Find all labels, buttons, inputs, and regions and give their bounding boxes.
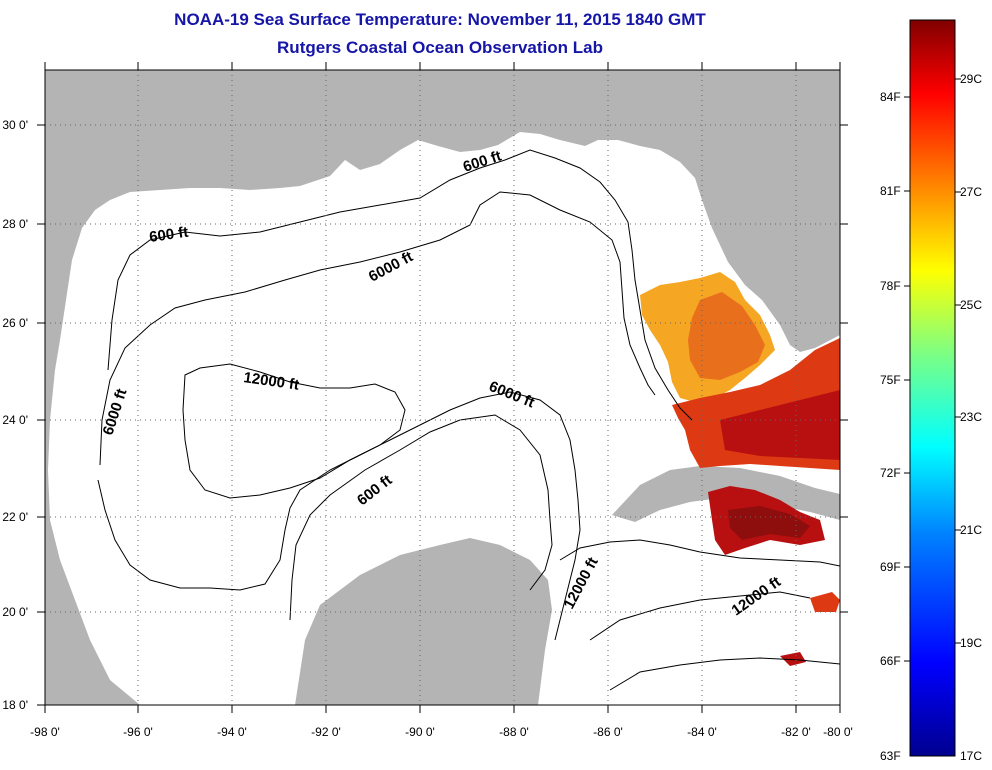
- lat-label: 30 0': [2, 118, 28, 132]
- lon-label: -82 0': [781, 725, 811, 739]
- colorbar-label-c: 25C: [960, 298, 982, 312]
- lon-ticks: [44, 62, 841, 713]
- land-yucatan: [295, 538, 552, 705]
- contour-label-600ft-west: 600 ft: [148, 224, 189, 246]
- colorbar-label-c: 21C: [960, 523, 982, 537]
- colorbar-label-f: 84F: [880, 90, 901, 104]
- map-border: [44, 69, 841, 706]
- lon-label: -80 0': [823, 725, 853, 739]
- lon-label: -86 0': [593, 725, 623, 739]
- contour-caribbean-3: [609, 657, 840, 691]
- contour-12000ft: [182, 363, 406, 499]
- land-central-america: [45, 690, 120, 705]
- contour-600ft-north: [107, 149, 693, 421]
- sst-patch-caribbean-a: [728, 506, 810, 540]
- colorbar-label-f: 75F: [880, 373, 901, 387]
- lat-ticks: [37, 124, 848, 706]
- lon-label: -92 0': [311, 725, 341, 739]
- colorbar-label-f: 78F: [880, 279, 901, 293]
- contour-12000ft-caribbean-2: [589, 591, 811, 641]
- colorbar: [909, 19, 956, 757]
- sst-patch-caribbean-b: [810, 592, 840, 612]
- map-subtitle: Rutgers Coastal Ocean Observation Lab: [277, 38, 603, 57]
- lat-label: 28 0': [2, 217, 28, 231]
- lat-label: 20 0': [2, 605, 28, 619]
- lon-label: -88 0': [499, 725, 529, 739]
- land-us-gulf-coast: [45, 70, 840, 705]
- colorbar-label-c: 23C: [960, 410, 982, 424]
- lon-label: -84 0': [687, 725, 717, 739]
- lon-label: -98 0': [30, 725, 60, 739]
- contour-6000ft-outer: [99, 191, 656, 466]
- colorbar-label-f: 69F: [880, 560, 901, 574]
- map-title: NOAA-19 Sea Surface Temperature: Novembe…: [174, 10, 706, 29]
- colorbar-label-f: 63F: [880, 749, 901, 763]
- colorbar-ticks: [904, 78, 961, 662]
- graticule: [45, 70, 840, 705]
- colorbar-label-f: 66F: [880, 654, 901, 668]
- sst-patch-straits: [720, 390, 840, 460]
- lon-label: -96 0': [123, 725, 153, 739]
- colorbar-label-f: 72F: [880, 466, 901, 480]
- sst-patch-caribbean-c: [780, 652, 806, 666]
- colorbar-label-f: 81F: [880, 184, 901, 198]
- lat-label: 24 0': [2, 413, 28, 427]
- lon-label: -90 0': [405, 725, 435, 739]
- colorbar-label-c: 19C: [960, 636, 982, 650]
- contour-12000ft-caribbean: [559, 539, 840, 567]
- colorbar-label-c: 17C: [960, 749, 982, 763]
- colorbar-label-c: 27C: [960, 185, 982, 199]
- lon-label: -94 0': [217, 725, 247, 739]
- lat-label: 26 0': [2, 316, 28, 330]
- colorbar-label-c: 29C: [960, 72, 982, 86]
- lat-label: 22 0': [2, 510, 28, 524]
- sst-patch-florida-inner: [688, 292, 765, 380]
- lat-label: 18 0': [2, 698, 28, 712]
